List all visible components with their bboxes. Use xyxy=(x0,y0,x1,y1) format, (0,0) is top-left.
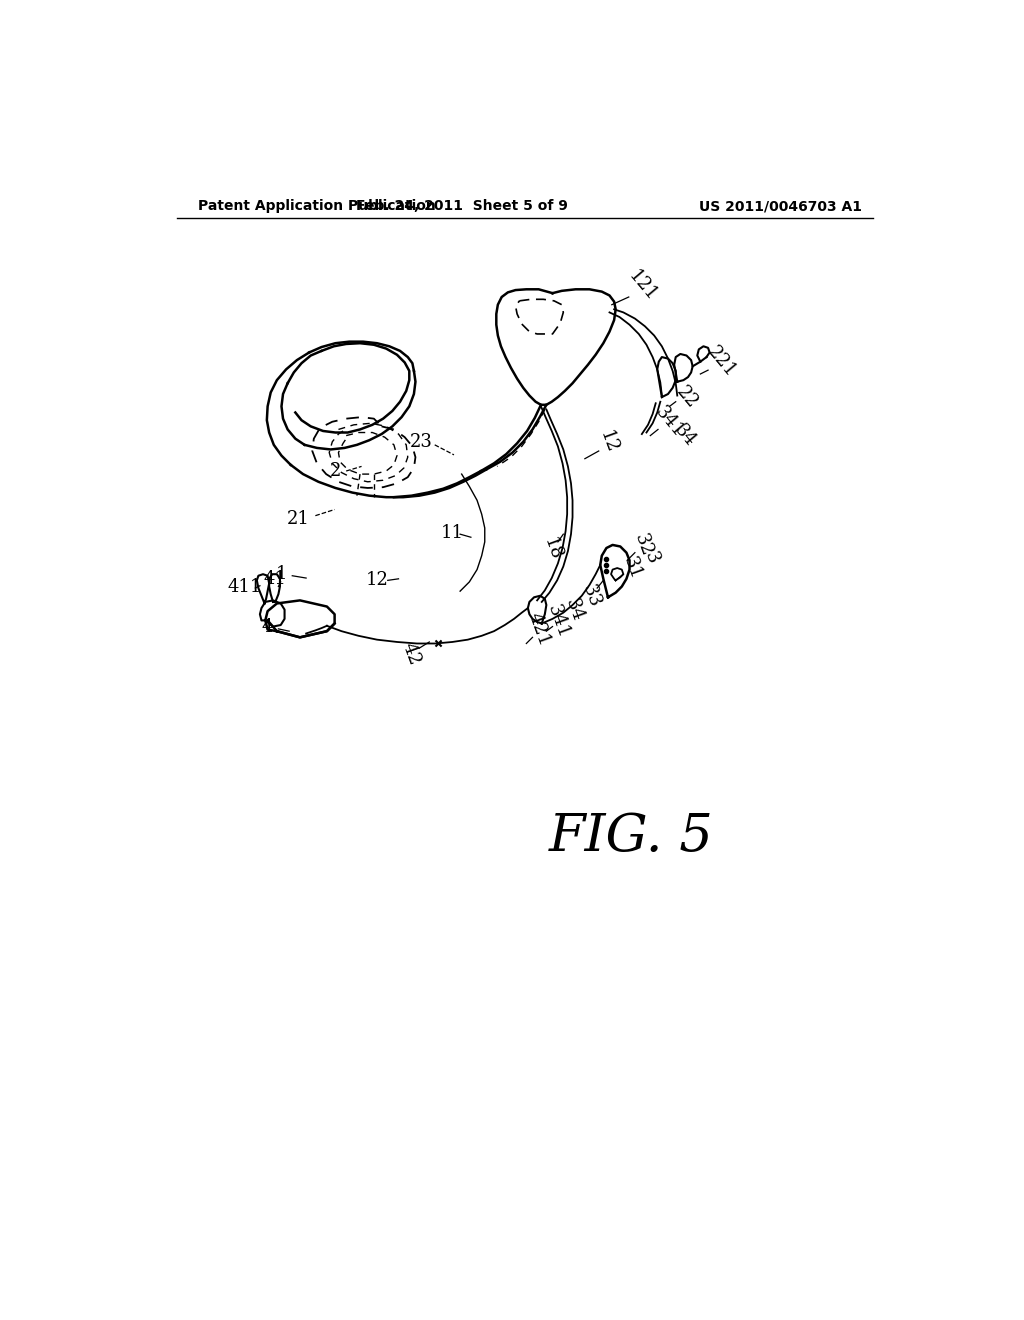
Text: 21: 21 xyxy=(287,510,310,528)
Text: 33: 33 xyxy=(579,582,603,610)
Text: US 2011/0046703 A1: US 2011/0046703 A1 xyxy=(699,199,862,213)
Text: 23: 23 xyxy=(411,433,433,450)
Text: 34: 34 xyxy=(671,421,699,450)
Text: 341: 341 xyxy=(651,403,687,441)
Text: 41: 41 xyxy=(264,570,287,587)
Text: 12: 12 xyxy=(596,428,621,455)
Text: Feb. 24, 2011  Sheet 5 of 9: Feb. 24, 2011 Sheet 5 of 9 xyxy=(355,199,567,213)
Text: 42: 42 xyxy=(398,640,423,668)
Text: 18: 18 xyxy=(540,536,565,564)
Text: 121: 121 xyxy=(625,267,660,305)
Text: 11: 11 xyxy=(441,524,464,541)
Text: 411: 411 xyxy=(227,578,262,595)
Text: Patent Application Publication: Patent Application Publication xyxy=(199,199,436,213)
Text: 34: 34 xyxy=(562,595,587,623)
Text: 4: 4 xyxy=(262,618,273,635)
Text: 341: 341 xyxy=(545,603,573,642)
Text: 421: 421 xyxy=(524,610,553,649)
Text: 31: 31 xyxy=(621,554,645,582)
Text: 3: 3 xyxy=(641,549,662,566)
Text: FIG. 5: FIG. 5 xyxy=(549,810,714,862)
Text: 2: 2 xyxy=(330,462,341,480)
Text: 12: 12 xyxy=(366,572,388,589)
Text: 32: 32 xyxy=(631,531,655,558)
Text: 22: 22 xyxy=(673,383,700,412)
Text: 221: 221 xyxy=(705,343,739,380)
Text: 1: 1 xyxy=(275,565,287,583)
